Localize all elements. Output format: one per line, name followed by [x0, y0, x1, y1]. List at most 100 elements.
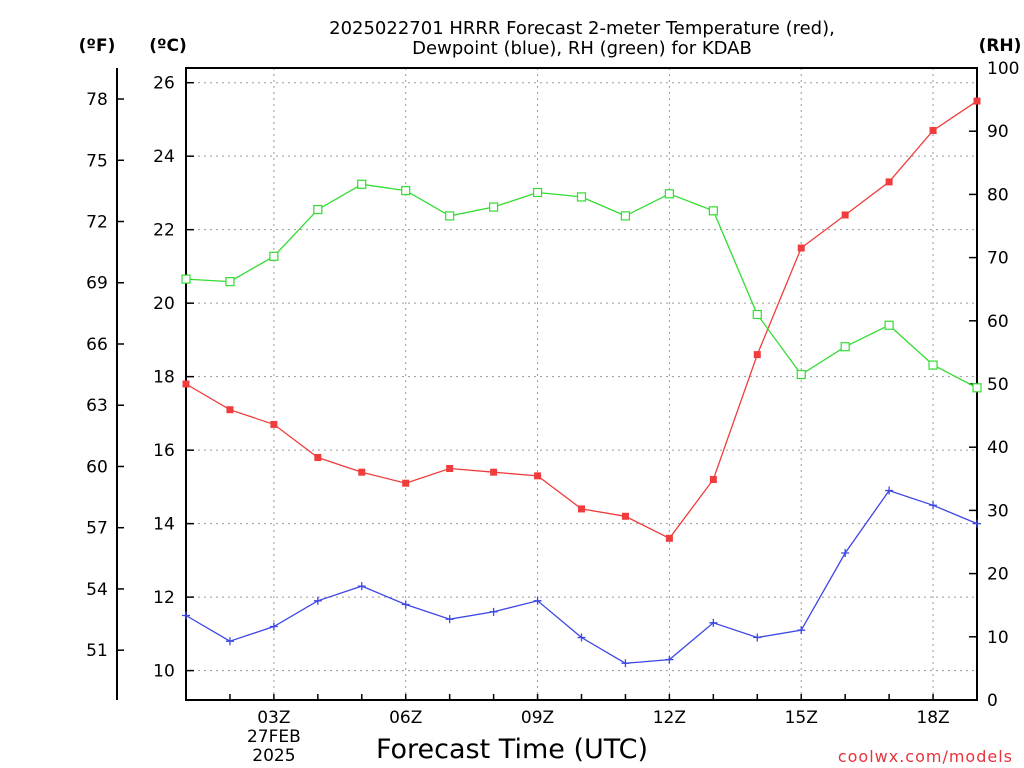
data-point-rh	[181, 274, 191, 284]
rh-tick-label: 10	[987, 628, 1009, 648]
rh-tick-label: 70	[987, 249, 1009, 269]
x-tick-label: 15Z	[785, 708, 818, 728]
data-point-rh	[620, 211, 631, 221]
fahrenheit-tick-label: 51	[86, 641, 108, 661]
data-point-rh	[445, 211, 455, 221]
celsius-tick-label: 24	[153, 147, 175, 167]
celsius-tick-label: 12	[153, 588, 175, 608]
data-point-dewpoint	[709, 618, 718, 627]
data-point-rh	[401, 186, 411, 196]
series-temperature	[182, 97, 981, 542]
data-point-rh	[225, 277, 235, 287]
axes	[116, 67, 978, 701]
celsius-tick-label: 26	[153, 74, 175, 94]
rh-tick-label: 20	[987, 565, 1009, 585]
celsius-tick-label: 20	[153, 294, 175, 314]
data-point-rh	[796, 369, 806, 380]
series-layer	[181, 97, 982, 668]
data-point-temperature	[621, 512, 629, 520]
data-point-dewpoint	[401, 600, 410, 609]
chart-title-line2: Dewpoint (blue), RH (green) for KDAB	[412, 38, 752, 59]
rh-tick-label: 50	[987, 375, 1009, 395]
celsius-tick-label: 18	[153, 368, 175, 388]
data-point-temperature	[534, 472, 542, 480]
rh-tick-label: 60	[987, 312, 1009, 332]
data-point-temperature	[490, 468, 498, 476]
x-tick-year-label: 2025	[252, 746, 295, 766]
data-point-rh	[884, 320, 894, 330]
data-point-rh	[752, 309, 762, 320]
data-point-temperature	[973, 97, 981, 105]
data-point-temperature	[578, 505, 585, 513]
data-point-temperature	[226, 406, 234, 414]
data-point-temperature	[885, 178, 893, 186]
data-point-rh	[532, 187, 543, 198]
data-point-rh	[928, 360, 938, 370]
x-tick-date-label: 27FEB	[247, 727, 301, 747]
fahrenheit-tick-label: 60	[86, 457, 108, 477]
series-line-temperature	[185, 100, 978, 540]
celsius-axis-unit: (ºC)	[149, 36, 187, 56]
fahrenheit-tick-label: 78	[86, 90, 108, 110]
data-point-rh	[840, 342, 850, 352]
data-point-rh	[489, 202, 499, 212]
data-point-dewpoint	[621, 659, 630, 668]
fahrenheit-tick-label: 66	[86, 335, 108, 355]
celsius-tick-label: 16	[153, 441, 175, 461]
rh-tick-label: 100	[987, 59, 1019, 79]
rh-tick-label: 0	[987, 691, 998, 711]
fahrenheit-axis-unit: (ºF)	[79, 36, 116, 56]
data-point-temperature	[841, 211, 849, 219]
x-tick-label: 18Z	[916, 708, 949, 728]
data-point-rh	[576, 192, 587, 202]
data-point-dewpoint	[929, 501, 938, 510]
data-point-temperature	[182, 380, 190, 388]
chart-title-line1: 2025022701 HRRR Forecast 2-meter Tempera…	[329, 18, 835, 39]
data-point-dewpoint	[973, 519, 981, 528]
data-point-rh	[664, 189, 674, 199]
rh-tick-label: 30	[987, 501, 1009, 521]
rh-axis-unit: (RH)	[979, 36, 1022, 56]
x-tick-label: 12Z	[653, 708, 686, 728]
data-point-rh	[708, 206, 718, 216]
celsius-tick-label: 10	[153, 662, 175, 682]
data-point-temperature	[753, 351, 761, 359]
fahrenheit-tick-label: 69	[86, 274, 108, 294]
data-point-rh	[357, 179, 367, 189]
data-point-dewpoint	[753, 633, 762, 642]
data-point-dewpoint	[357, 582, 366, 591]
data-point-temperature	[797, 244, 805, 252]
x-tick-label: 06Z	[389, 708, 422, 728]
grid-lines	[186, 68, 977, 700]
fahrenheit-tick-label: 57	[86, 519, 108, 539]
x-tick-label: 09Z	[521, 708, 554, 728]
data-point-rh	[972, 383, 982, 393]
rh-tick-label: 80	[987, 185, 1009, 205]
credit-text: coolwx.com/models	[838, 747, 1013, 766]
data-point-rh	[313, 204, 323, 215]
x-tick-label: 03Z	[257, 708, 290, 728]
celsius-tick-label: 22	[153, 221, 175, 241]
data-point-temperature	[446, 465, 454, 473]
series-rh	[181, 179, 982, 393]
data-point-dewpoint	[885, 486, 894, 495]
data-point-dewpoint	[533, 596, 542, 605]
data-point-rh	[269, 251, 279, 261]
fahrenheit-tick-label: 72	[86, 213, 108, 233]
tick-labels: 10 12 14 16 18 20 22 24 26 51 54 57 60 63 66 69 72 75 78 0 1…	[86, 59, 1019, 766]
data-point-temperature	[314, 453, 322, 461]
plot-frame	[185, 67, 978, 701]
series-dewpoint	[182, 486, 981, 668]
data-point-dewpoint	[313, 596, 322, 605]
data-point-temperature	[402, 479, 410, 487]
data-point-dewpoint	[445, 615, 454, 624]
celsius-tick-label: 14	[153, 515, 175, 535]
data-point-dewpoint	[577, 633, 586, 642]
data-point-temperature	[665, 534, 673, 542]
data-point-dewpoint	[489, 607, 498, 616]
fahrenheit-tick-label: 63	[86, 396, 108, 416]
data-point-temperature	[709, 476, 717, 484]
fahrenheit-tick-label: 75	[86, 151, 108, 171]
data-point-dewpoint	[841, 549, 850, 558]
rh-tick-label: 40	[987, 438, 1009, 458]
